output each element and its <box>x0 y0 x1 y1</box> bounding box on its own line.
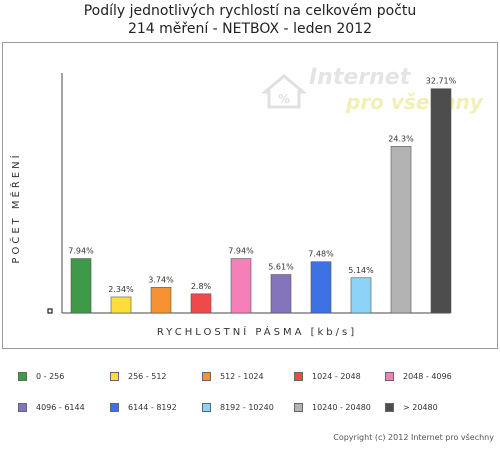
legend-item-6: 6144 - 8192 <box>110 400 177 414</box>
legend-item-5: 4096 - 6144 <box>18 400 85 414</box>
bar-value-label-9: 32.71% <box>426 77 457 86</box>
bars-group: 7.94% 2.34% 3.74% 2.8% 7.94% 5.61% 7.48% 5.14% 2… <box>68 77 457 314</box>
legend-label: 2048 - 4096 <box>403 371 452 381</box>
x-axis-title: RYCHLOSTNÍ PÁSMA [kb/s] <box>157 325 357 338</box>
chart-title-line1: Podíly jednotlivých rychlostí na celkové… <box>83 3 417 19</box>
legend-swatch <box>294 402 303 412</box>
legend-item-7: 8192 - 10240 <box>202 400 274 414</box>
bar-value-label-1: 2.34% <box>108 285 134 294</box>
legend-item-2: 512 - 1024 <box>202 369 264 383</box>
legend-item-4: 2048 - 4096 <box>385 369 452 383</box>
legend-swatch <box>18 402 27 412</box>
svg-text:%: % <box>278 92 290 106</box>
bar-0 <box>70 258 92 314</box>
bar-6 <box>310 261 332 314</box>
legend-item-3: 1024 - 2048 <box>294 369 361 383</box>
watermark-logo: % Internet pro všechny <box>260 65 484 114</box>
bar-8 <box>390 146 412 314</box>
bar-value-label-2: 3.74% <box>148 275 174 284</box>
legend-label: 10240 - 20480 <box>312 402 371 412</box>
legend-swatch <box>202 371 211 381</box>
legend-item-1: 256 - 512 <box>110 369 167 383</box>
plot-frame: % Internet pro všechny POČET MĚŘENÍ RYCH… <box>2 42 498 349</box>
legend-swatch <box>385 371 394 381</box>
legend-swatch <box>385 402 394 412</box>
bar-value-label-4: 7.94% <box>228 247 254 256</box>
bar-7 <box>350 277 372 314</box>
legend: 0 - 256 256 - 512 512 - 1024 1024 - 2048 204… <box>18 369 488 429</box>
chart-title-line2: 214 měření - NETBOX - leden 2012 <box>127 21 373 37</box>
legend-label: > 20480 <box>403 402 438 412</box>
bar-value-label-7: 5.14% <box>348 266 374 275</box>
bar-chart: % Internet pro všechny POČET MĚŘENÍ RYCH… <box>9 65 484 338</box>
legend-swatch <box>110 371 119 381</box>
bar-value-label-8: 24.3% <box>388 134 414 143</box>
bar-2 <box>150 287 172 314</box>
chart-title: Podíly jednotlivých rychlostí na celkové… <box>0 2 500 38</box>
legend-item-8: 10240 - 20480 <box>294 400 371 414</box>
watermark-line2: pro všechny <box>345 90 484 114</box>
legend-label: 8192 - 10240 <box>220 402 274 412</box>
bar-1 <box>110 296 132 314</box>
origin-marker <box>47 308 53 314</box>
legend-label: 1024 - 2048 <box>312 371 361 381</box>
bar-value-label-6: 7.48% <box>308 250 334 259</box>
bar-value-label-5: 5.61% <box>268 263 294 272</box>
legend-label: 0 - 256 <box>36 371 65 381</box>
bar-4 <box>230 258 252 314</box>
bar-5 <box>270 274 292 314</box>
legend-label: 256 - 512 <box>128 371 167 381</box>
house-icon: % <box>260 74 308 109</box>
legend-swatch <box>202 402 211 412</box>
bar-3 <box>190 293 212 314</box>
bar-9 <box>430 88 452 314</box>
copyright-text: Copyright (c) 2012 Internet pro všechny <box>333 433 494 442</box>
legend-item-9: > 20480 <box>385 400 438 414</box>
bar-value-label-0: 7.94% <box>68 247 94 256</box>
legend-label: 512 - 1024 <box>220 371 264 381</box>
legend-swatch <box>18 371 27 381</box>
legend-label: 6144 - 8192 <box>128 402 177 412</box>
legend-swatch <box>294 371 303 381</box>
watermark-line1: Internet <box>309 65 412 90</box>
legend-swatch <box>110 402 119 412</box>
y-axis-title: POČET MĚŘENÍ <box>9 152 22 263</box>
legend-label: 4096 - 6144 <box>36 402 85 412</box>
legend-item-0: 0 - 256 <box>18 369 64 383</box>
bar-value-label-3: 2.8% <box>191 282 212 291</box>
